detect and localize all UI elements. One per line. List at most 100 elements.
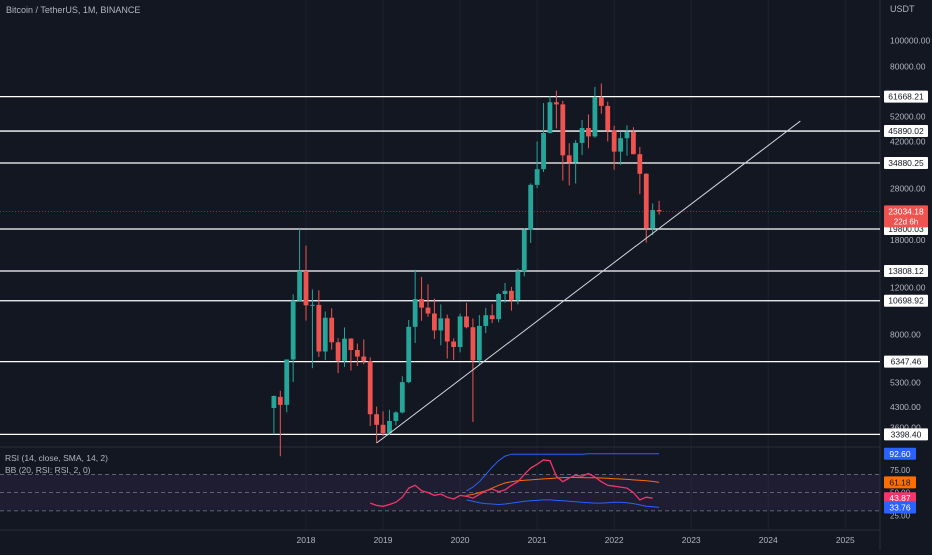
candle-body	[656, 210, 662, 212]
candle-body	[412, 299, 418, 327]
x-tick-label: 2018	[297, 535, 316, 545]
candle-body	[592, 97, 598, 137]
rsi-y-tick-label: 25.00	[890, 511, 911, 520]
candle-body	[560, 104, 566, 156]
candle-body	[444, 318, 450, 342]
candle-body	[502, 290, 508, 295]
candle-body	[528, 184, 534, 230]
candle-body	[624, 132, 630, 139]
level-tag-label: 13808.12	[888, 266, 924, 276]
y-tick-label: 18000.00	[890, 235, 926, 245]
currency-label: USDT	[890, 4, 915, 14]
y-tick-label: 100000.00	[890, 35, 930, 45]
level-tag	[884, 294, 928, 307]
candle-body	[367, 361, 373, 415]
candle-body	[393, 412, 399, 421]
candle-body	[637, 154, 643, 174]
candle-body	[509, 290, 514, 300]
candle-body	[322, 317, 328, 352]
candle-body	[586, 128, 591, 137]
rsi-line	[369, 459, 653, 507]
rsi-value-label: 33.76	[889, 502, 911, 512]
candle-body	[489, 315, 495, 320]
y-tick-label: 3600.00	[890, 423, 921, 433]
rsi-value-tag	[884, 501, 916, 514]
candle-body	[541, 132, 546, 170]
candle-body	[425, 307, 431, 314]
y-tick-label: 5300.00	[890, 378, 921, 388]
candle-body	[457, 316, 463, 347]
y-tick-label: 4300.00	[890, 402, 921, 412]
x-tick-label: 2023	[682, 535, 701, 545]
rsi-legend: RSI (14, close, SMA, 14, 2)	[5, 453, 108, 463]
candle-body	[451, 341, 457, 347]
y-tick-label: 52000.00	[890, 111, 926, 121]
level-tag	[884, 157, 928, 170]
rsi-y-tick-label: 75.00	[890, 466, 911, 475]
x-tick-label: 2024	[759, 535, 778, 545]
level-tag-label: 61668.21	[888, 92, 924, 102]
candle-body	[476, 325, 482, 361]
candle-body	[297, 271, 302, 301]
candle-body	[598, 97, 604, 106]
candle-body	[470, 327, 476, 361]
candle-body	[547, 102, 553, 133]
candle-body	[277, 396, 283, 405]
candle-body	[374, 414, 380, 425]
candle-body	[419, 299, 424, 308]
candle-body	[290, 300, 296, 360]
level-tag-label: 10698.92	[888, 296, 924, 306]
candle-body	[335, 342, 341, 361]
candle-body	[354, 350, 360, 357]
x-tick-label: 2025	[836, 535, 855, 545]
bb-legend: BB (20, RSI: RSI, 2, 0)	[5, 465, 91, 475]
countdown-label: 22d 6h	[894, 217, 918, 226]
bb-lower-line	[466, 499, 660, 508]
candle-body	[534, 169, 540, 185]
candle-body	[406, 326, 412, 383]
candle-body	[521, 229, 527, 272]
x-tick-label: 2019	[374, 535, 393, 545]
candle-body	[438, 318, 444, 331]
candle-body	[643, 173, 649, 229]
y-tick-label: 28000.00	[890, 184, 926, 194]
y-tick-label: 80000.00	[890, 61, 926, 71]
last-price-label: 23034.18	[888, 206, 924, 216]
candle-body	[284, 359, 290, 405]
level-tag	[884, 90, 928, 103]
candle-body	[342, 338, 347, 361]
candle-body	[316, 304, 322, 352]
last-price-tag	[884, 205, 928, 228]
x-tick-label: 2020	[451, 535, 470, 545]
level-tag	[884, 355, 928, 368]
level-tag	[884, 428, 928, 441]
rsi-value-label: 43.87	[889, 493, 911, 503]
trendline	[376, 120, 801, 444]
x-tick-label: 2021	[528, 535, 547, 545]
candle-body	[464, 316, 469, 328]
candle-body	[566, 155, 572, 163]
candle-body	[483, 315, 489, 326]
candle-body	[303, 271, 309, 306]
candle-body	[348, 338, 354, 351]
chart-title: Bitcoin / TetherUS, 1M, BINANCE	[6, 5, 140, 15]
rsi-value-label: 61.18	[889, 477, 911, 487]
candle-body	[387, 420, 392, 434]
rsi-value-tag	[884, 476, 916, 489]
candle-body	[618, 138, 623, 152]
candle-body	[310, 304, 315, 306]
rsi-value-label: 92.60	[889, 449, 911, 459]
candle-body	[573, 142, 579, 163]
candle-body	[611, 130, 617, 152]
level-tag-label: 45890.02	[888, 126, 924, 136]
x-tick-label: 2022	[605, 535, 624, 545]
candle-body	[329, 317, 335, 343]
level-tag-label: 6347.46	[891, 357, 922, 367]
level-tag-label: 3398.40	[891, 429, 922, 439]
candle-body	[399, 382, 405, 413]
candle-body	[650, 210, 656, 229]
candle-body	[496, 294, 501, 320]
y-tick-label: 12000.00	[890, 282, 926, 292]
